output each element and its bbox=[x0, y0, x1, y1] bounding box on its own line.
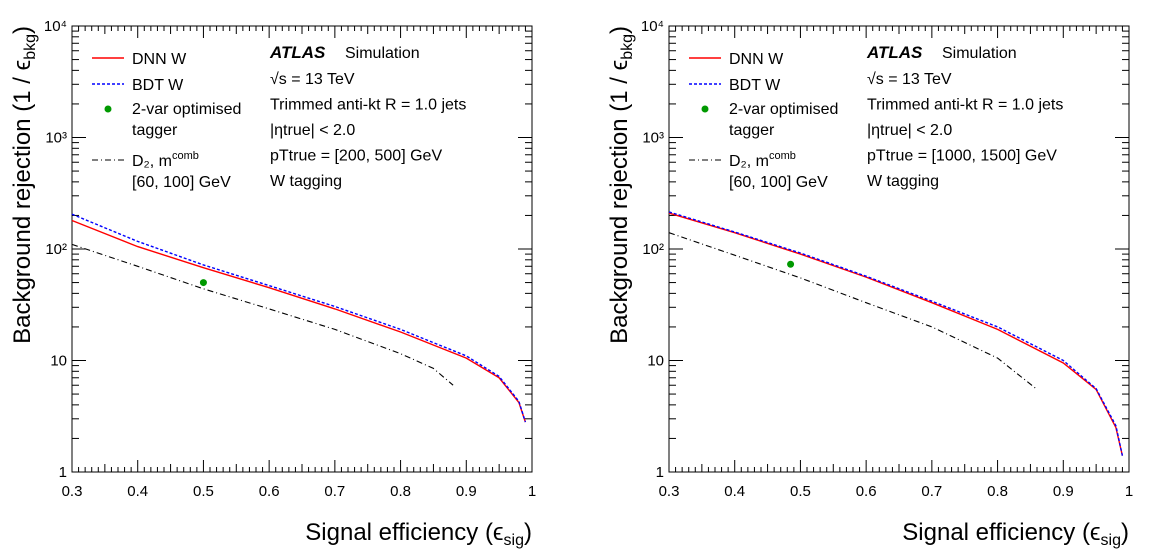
tagger-point bbox=[199, 279, 207, 287]
annotation-line: W tagging bbox=[867, 173, 939, 190]
legend-swatch-2var bbox=[104, 105, 112, 113]
x-tick-label: 0.3 bbox=[659, 483, 680, 500]
y-tick-label: 10 bbox=[647, 353, 664, 370]
legend-label-d2-line2: [60, 100] GeV bbox=[729, 174, 828, 191]
atlas-sub-label: Simulation bbox=[942, 45, 1017, 62]
x-tick-label: 0.4 bbox=[127, 483, 148, 500]
y-tick-label: 10² bbox=[45, 241, 67, 258]
atlas-label: ATLAS bbox=[866, 43, 923, 62]
legend-label-d2-line2: [60, 100] GeV bbox=[132, 174, 231, 191]
x-tick-label: 1 bbox=[528, 483, 536, 500]
atlas-sub-label: Simulation bbox=[345, 45, 420, 62]
y-tick-label: 1 bbox=[656, 464, 664, 481]
x-axis-title: Signal efficiency (ϵsig) bbox=[305, 519, 532, 549]
series-line-dnn bbox=[71, 219, 527, 423]
legend-label-dnn: DNN W bbox=[729, 51, 784, 68]
x-tick-label: 0.6 bbox=[259, 483, 280, 500]
panel-left: 0.3 0.4 0.5 0.6 0.7 0.8 0.9 1 1 10 10² 10³ 10⁴ Signal… bbox=[9, 18, 536, 549]
series-line-bdt bbox=[668, 211, 1124, 456]
y-tick-label: 10⁴ bbox=[44, 18, 67, 35]
y-tick-label: 10³ bbox=[45, 130, 67, 147]
legend-label-2var-line2: tagger bbox=[132, 122, 178, 139]
legend-label-bdt: BDT W bbox=[729, 77, 781, 94]
x-tick-label: 0.9 bbox=[1053, 483, 1074, 500]
panel-right: 0.3 0.4 0.5 0.6 0.7 0.8 0.9 1 1 10 10² 10³ 10⁴ Signal… bbox=[606, 18, 1133, 549]
x-tick-label: 1 bbox=[1125, 483, 1133, 500]
legend-label-dnn: DNN W bbox=[132, 51, 187, 68]
annotation-line: Trimmed anti-kt R = 1.0 jets bbox=[867, 97, 1063, 114]
atlas-label: ATLAS bbox=[269, 43, 326, 62]
legend-label-d2: D₂, mcomb bbox=[729, 150, 796, 170]
annotation-line: Trimmed anti-kt R = 1.0 jets bbox=[270, 97, 466, 114]
x-tick-label: 0.8 bbox=[390, 483, 411, 500]
annotation-line: |ηtrue| < 2.0 bbox=[867, 122, 952, 139]
x-tick-label: 0.7 bbox=[921, 483, 942, 500]
x-tick-label: 0.7 bbox=[324, 483, 345, 500]
legend-swatch-2var bbox=[701, 105, 709, 113]
legend-label-2var: 2-var optimised bbox=[729, 101, 838, 118]
y-axis-title: Background rejection (1 / ϵbkg) bbox=[9, 26, 39, 344]
series-line-d2, bbox=[668, 232, 1038, 390]
y-tick-label: 10 bbox=[50, 353, 67, 370]
legend-label-2var-line2: tagger bbox=[729, 122, 775, 139]
annotation-line: √s = 13 TeV bbox=[867, 71, 952, 88]
legend-label-d2: D₂, mcomb bbox=[132, 150, 199, 170]
y-tick-label: 10³ bbox=[642, 130, 664, 147]
x-tick-label: 0.5 bbox=[193, 483, 214, 500]
annotation-line: |ηtrue| < 2.0 bbox=[270, 122, 355, 139]
legend-label-bdt: BDT W bbox=[132, 77, 184, 94]
y-tick-label: 10⁴ bbox=[641, 18, 664, 35]
x-tick-label: 0.4 bbox=[724, 483, 745, 500]
x-tick-label: 0.3 bbox=[62, 483, 83, 500]
series-line-d2, bbox=[71, 243, 454, 386]
x-tick-label: 0.6 bbox=[856, 483, 877, 500]
x-tick-label: 0.9 bbox=[456, 483, 477, 500]
annotation-line: √s = 13 TeV bbox=[270, 71, 355, 88]
legend-label-2var: 2-var optimised bbox=[132, 101, 241, 118]
x-axis-title: Signal efficiency (ϵsig) bbox=[902, 519, 1129, 549]
annotation-line: pTtrue = [200, 500] GeV bbox=[270, 148, 442, 165]
tagger-point bbox=[787, 260, 795, 268]
y-tick-label: 10² bbox=[642, 241, 664, 258]
series-line-dnn bbox=[668, 212, 1124, 456]
annotation-line: W tagging bbox=[270, 173, 342, 190]
x-tick-label: 0.8 bbox=[987, 483, 1008, 500]
annotation-line: pTtrue = [1000, 1500] GeV bbox=[867, 148, 1057, 165]
series-line-bdt bbox=[71, 213, 527, 423]
y-axis-title: Background rejection (1 / ϵbkg) bbox=[606, 26, 636, 344]
y-tick-label: 1 bbox=[59, 464, 67, 481]
x-tick-label: 0.5 bbox=[790, 483, 811, 500]
